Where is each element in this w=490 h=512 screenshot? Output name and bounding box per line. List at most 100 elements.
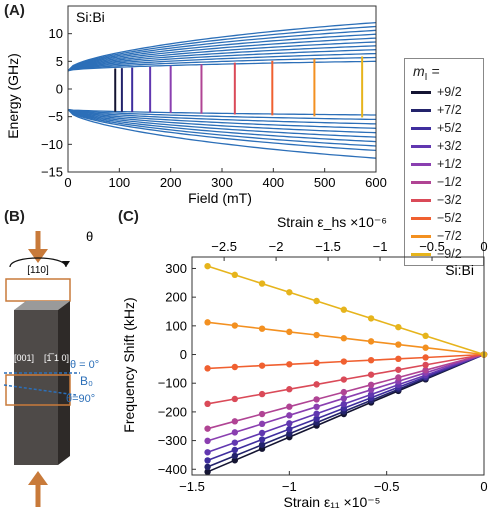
data-point: [204, 400, 211, 408]
data-point: [313, 331, 320, 339]
x-axis-label-a: Field (mT): [188, 190, 252, 206]
top-x-tick-label-c: −2.5: [211, 239, 237, 254]
legend-item: −7/2: [411, 227, 462, 245]
legend-swatch: [411, 180, 431, 184]
legend-item: +5/2: [411, 119, 462, 137]
data-point: [258, 441, 266, 448]
data-point: [313, 359, 320, 367]
legend: mI = +9/2 +7/2 +5/2 +3/2 +1/2 −1/2 −3/2 −5/2 −7/…: [404, 58, 484, 266]
data-point: [367, 386, 375, 393]
data-point: [204, 425, 211, 432]
data-point: [204, 365, 211, 372]
data-point: [231, 457, 239, 464]
top-clamp: [5, 278, 71, 302]
lower-level-line: [67, 108, 377, 147]
y-tick-label-c: 200: [165, 290, 187, 305]
lower-level-line: [67, 108, 377, 138]
panel-label-b: (B): [4, 208, 25, 225]
data-point: [340, 395, 348, 402]
y-tick-label-c: −400: [158, 462, 187, 477]
rotation-arrowhead: [62, 261, 70, 267]
series-line: [207, 353, 485, 473]
data-point: [313, 396, 320, 403]
data-point: [258, 436, 266, 443]
y-tick-label-a: −10: [41, 137, 63, 152]
data-point: [286, 289, 293, 296]
y-tick-label-c: −200: [158, 404, 187, 419]
x-tick-label-c: −1.5: [179, 479, 205, 494]
upper-level-line: [67, 49, 377, 72]
x-tick-label-c: −0.5: [374, 479, 400, 494]
series-line: [207, 265, 485, 356]
data-point: [286, 328, 293, 336]
data-point: [340, 376, 348, 383]
data-point: [204, 463, 211, 471]
x-tick-label-a: 0: [64, 175, 71, 190]
sample-schematic: θ [110] [001] [1̅ 1 0] θ = 0° B₀ θ=90°: [3, 229, 99, 507]
data-point: [367, 315, 375, 322]
strain-arrow-top-head: [28, 249, 48, 263]
data-point: [258, 429, 266, 437]
data-point: [286, 386, 293, 393]
data-point: [395, 366, 402, 373]
panel-label-c: (C): [118, 208, 139, 225]
direction-110-label: [110]: [27, 265, 49, 276]
upper-level-line: [67, 29, 377, 72]
legend-item: +1/2: [411, 155, 462, 173]
bottom-clamp: [5, 374, 71, 406]
upper-level-line: [67, 21, 377, 72]
x-tick-label-a: 600: [365, 175, 387, 190]
top-x-tick-label-c: 0: [480, 239, 487, 254]
strain-arrow-bottom-head: [28, 471, 48, 485]
data-point: [258, 410, 266, 418]
data-point: [231, 446, 239, 454]
y-tick-label-a: −5: [48, 109, 63, 124]
panel-label-a: (A): [4, 2, 25, 19]
legend-swatch: [411, 108, 431, 112]
data-point: [340, 400, 348, 408]
legend-label: −1/2: [437, 175, 462, 189]
data-point: [204, 262, 211, 270]
field-arrow-90: [3, 384, 77, 396]
lower-level-line: [67, 108, 377, 129]
legend-title: mI =: [413, 63, 440, 83]
upper-level-line: [67, 33, 377, 72]
legend-item: +3/2: [411, 137, 462, 155]
data-point: [395, 341, 402, 348]
top-x-tick-label-c: −2: [269, 239, 284, 254]
y-tick-label-c: 300: [165, 261, 187, 276]
data-point: [313, 415, 320, 422]
y-tick-label-a: −15: [41, 165, 63, 180]
lower-level-line: [67, 109, 377, 159]
block-top-face: [14, 301, 70, 310]
legend-label: −7/2: [437, 229, 462, 243]
data-point: [231, 395, 239, 403]
y-tick-label-a: 10: [49, 26, 63, 41]
axes-frame-c: [191, 256, 485, 476]
energy-level-chart: 0 100 200 300 400 500 600 −15 −10 −5 0 5 10 Si:Bi Fi…: [5, 5, 387, 206]
data-point: [422, 354, 429, 361]
data-point: [286, 430, 293, 437]
data-point: [395, 323, 402, 331]
lower-level-line: [67, 108, 377, 143]
legend-label: +5/2: [437, 121, 462, 135]
data-point: [340, 388, 348, 396]
upper-level-line: [67, 45, 377, 72]
top-x-tick-label-c: −1.5: [315, 239, 341, 254]
series-line: [207, 353, 485, 405]
data-point: [231, 322, 239, 329]
theta-0-label: θ = 0°: [70, 359, 99, 371]
series-line: [207, 353, 485, 462]
data-point: [367, 371, 375, 378]
data-point: [231, 452, 239, 460]
lower-level-line: [67, 108, 377, 134]
upper-level-line: [67, 52, 377, 72]
series-line: [207, 353, 485, 370]
data-point: [286, 412, 293, 419]
y-axis-label-c: Frequency Shift (kHz): [121, 297, 137, 432]
data-point: [231, 271, 239, 279]
theta-symbol: θ: [86, 229, 93, 244]
sample-label-c: Si:Bi: [445, 262, 474, 278]
data-point: [231, 418, 239, 425]
legend-item: +9/2: [411, 83, 462, 101]
